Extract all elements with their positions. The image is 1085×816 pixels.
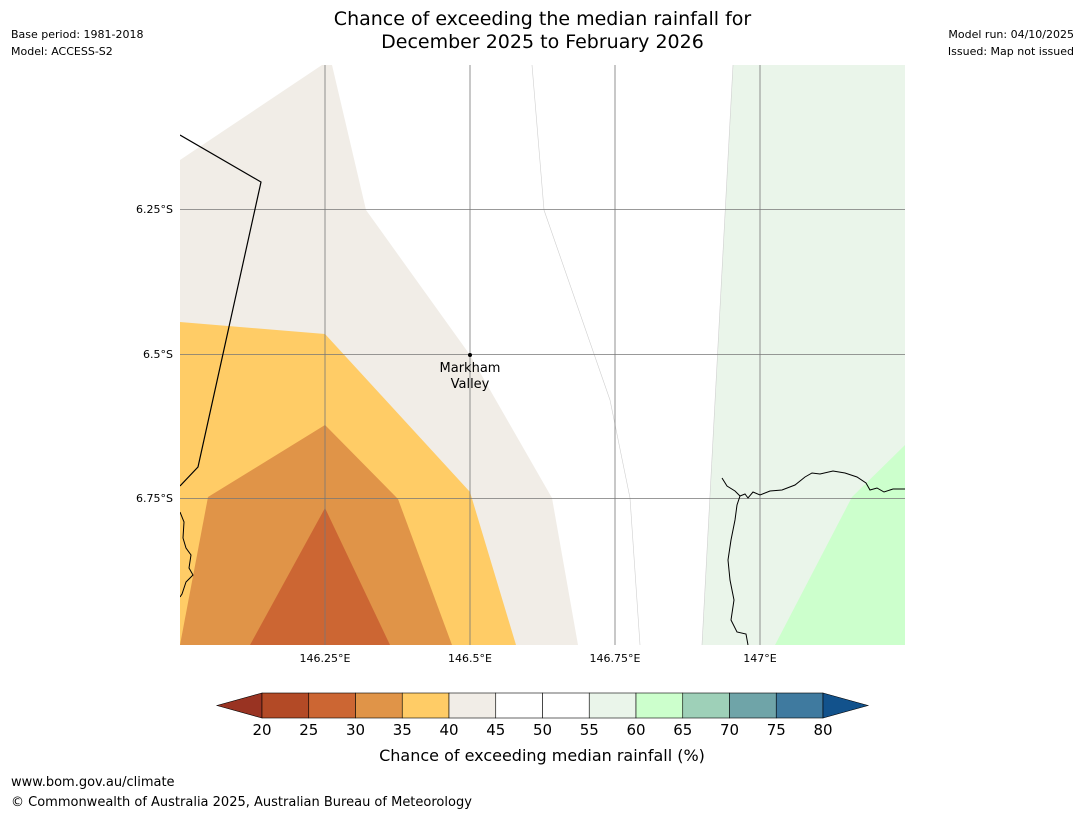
lon-label-147e: 147°E xyxy=(743,652,776,665)
colorbar-tick-65: 65 xyxy=(673,721,692,739)
issued-status: Issued: Map not issued xyxy=(947,45,1074,58)
region-60-65 xyxy=(775,445,905,645)
colorbar-bin-60-65 xyxy=(635,692,684,719)
colorbar-tick-80: 80 xyxy=(813,721,832,739)
colorbar-tick-75: 75 xyxy=(767,721,786,739)
colorbar-bin-25-30 xyxy=(308,692,356,719)
colorbar-tick-35: 35 xyxy=(393,721,412,739)
colorbar-tick-50: 50 xyxy=(533,721,552,739)
meta-right: Model run: 04/10/2025 Issued: Map not is… xyxy=(948,26,1074,60)
meta-left: Base period: 1981-2018 Model: ACCESS-S2 xyxy=(11,26,143,60)
colorbar-bin-20-25 xyxy=(261,692,310,719)
lon-label-146-25e: 146.25°E xyxy=(300,652,351,665)
coastline-south xyxy=(727,495,749,645)
colorbar-tick-45: 45 xyxy=(486,721,505,739)
colorbar-tick-30: 30 xyxy=(346,721,365,739)
colorbar-tick-55: 55 xyxy=(580,721,599,739)
place-label-line-1: Markham xyxy=(440,361,501,376)
contour-lines xyxy=(531,65,734,645)
colorbar-bin-75-80 xyxy=(775,692,824,719)
colorbar-bin-65-70 xyxy=(682,692,730,719)
lat-label-6-25s: 6.25°S xyxy=(136,203,173,216)
colorbar-bin-70-75 xyxy=(729,692,777,719)
lon-label-146-5e: 146.5°E xyxy=(448,652,492,665)
colorbar-extend-low xyxy=(215,692,263,719)
province-border xyxy=(180,134,262,487)
footer-copyright: © Commonwealth of Australia 2025, Austra… xyxy=(11,795,472,810)
colorbar-extend-high xyxy=(822,692,870,719)
colorbar-bin-35-40 xyxy=(401,692,450,719)
colorbar: 20 25 30 35 40 45 50 55 60 65 70 75 80 xyxy=(215,692,870,739)
colorbar-bin-40-45 xyxy=(448,692,497,719)
title-line-1: Chance of exceeding the median rainfall … xyxy=(333,8,752,30)
contour-50 xyxy=(531,65,641,645)
colorbar-bin-55-60 xyxy=(588,692,637,719)
colorbar-tick-60: 60 xyxy=(626,721,645,739)
region-30-35 xyxy=(250,508,390,645)
place-label-line-2: Valley xyxy=(451,377,490,392)
map-area xyxy=(180,65,905,645)
colorbar-tick-40: 40 xyxy=(439,721,458,739)
colorbar-tick-20: 20 xyxy=(252,721,271,739)
base-period: Base period: 1981-2018 xyxy=(11,28,144,41)
colorbar-bin-30-35 xyxy=(355,692,403,719)
coastline-west xyxy=(180,511,194,598)
lat-label-6-75s: 6.75°S xyxy=(136,492,173,505)
model-name: Model: ACCESS-S2 xyxy=(11,45,113,58)
markham-valley-marker xyxy=(468,353,472,357)
lat-label-6-5s: 6.5°S xyxy=(143,348,173,361)
lon-label-146-75e: 146.75°E xyxy=(590,652,641,665)
graticule xyxy=(180,65,905,645)
page-title: Chance of exceeding the median rainfall … xyxy=(0,8,1085,54)
footer-url: www.bom.gov.au/climate xyxy=(11,775,175,790)
model-run: Model run: 04/10/2025 xyxy=(948,28,1074,41)
contour-55 xyxy=(701,65,734,645)
colorbar-tick-70: 70 xyxy=(720,721,739,739)
colorbar-bin-45-50 xyxy=(495,692,543,719)
title-line-2: December 2025 to February 2026 xyxy=(381,31,704,53)
colorbar-title: Chance of exceeding median rainfall (%) xyxy=(379,746,705,765)
colorbar-bin-50-55 xyxy=(542,692,590,719)
colorbar-tick-25: 25 xyxy=(299,721,318,739)
coastline-east xyxy=(721,470,905,499)
